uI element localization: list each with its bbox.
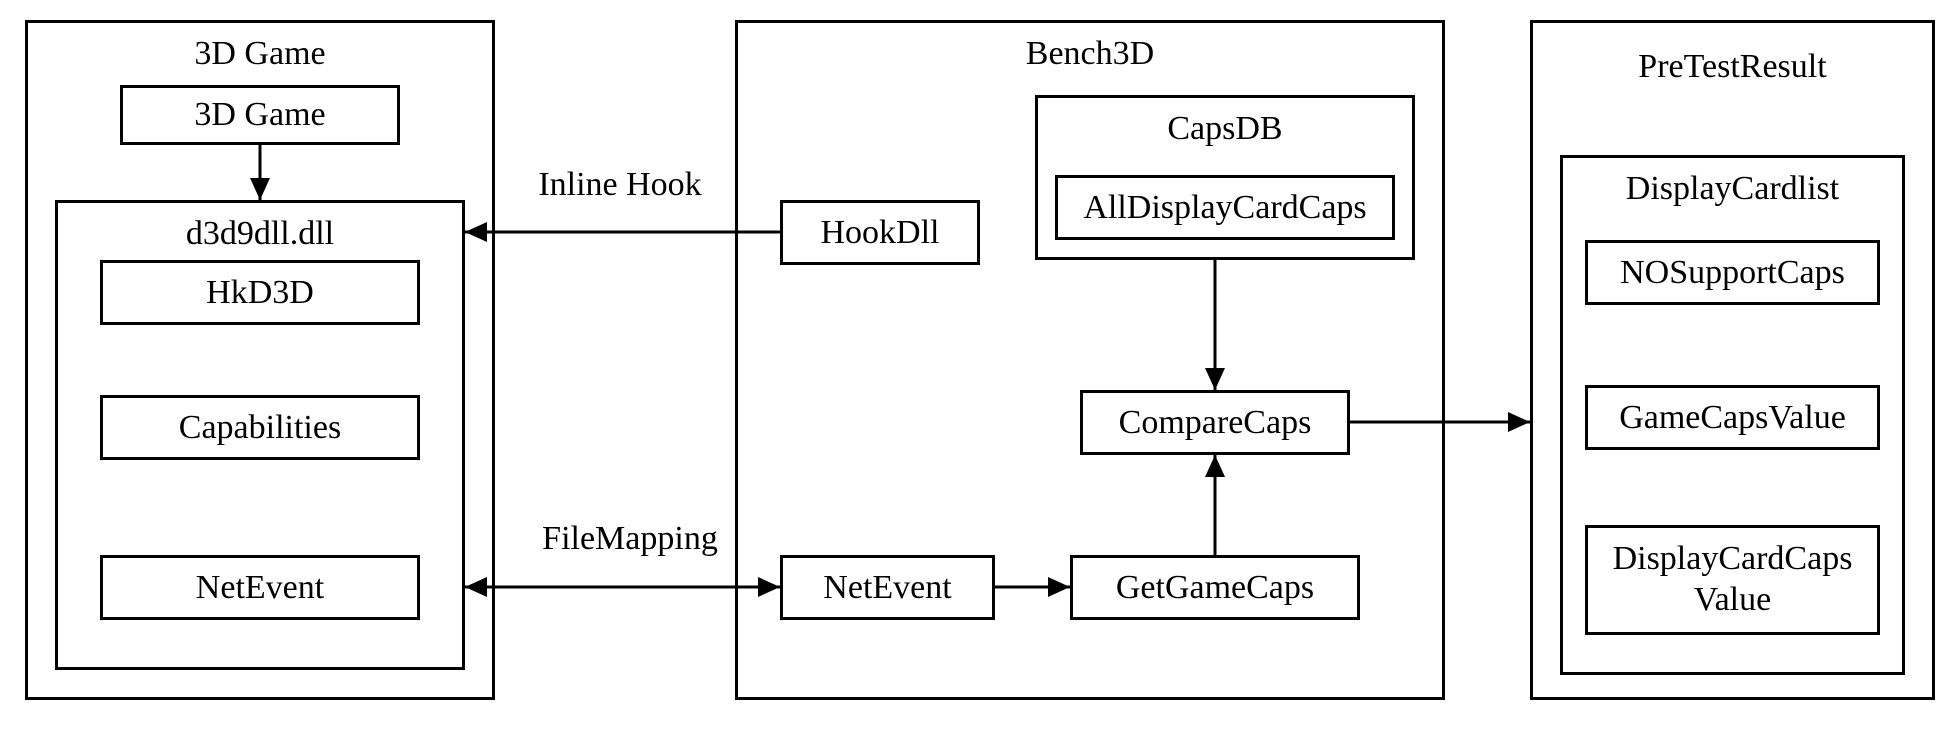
node-netevent-left: NetEvent xyxy=(100,555,420,620)
title-d3d9dll: d3d9dll.dll xyxy=(58,215,462,253)
node-gamecapsvalue: GameCapsValue xyxy=(1585,385,1880,450)
title-displaycardlist: DisplayCardlist xyxy=(1563,170,1902,208)
node-netevent-right: NetEvent xyxy=(780,555,995,620)
node-nosupportcaps: NOSupportCaps xyxy=(1585,240,1880,305)
node-3d-game: 3D Game xyxy=(120,85,400,145)
node-hkd3d: HkD3D xyxy=(100,260,420,325)
title-capsdb: CapsDB xyxy=(1038,110,1412,148)
node-comparecaps: CompareCaps xyxy=(1080,390,1350,455)
title-pretestresult: PreTestResult xyxy=(1533,48,1932,86)
node-capabilities: Capabilities xyxy=(100,395,420,460)
diagram-canvas: 3D Game 3D Game d3d9dll.dll HkD3D Capabi… xyxy=(0,0,1959,730)
title-bench3d: Bench3D xyxy=(738,35,1442,73)
node-displaycardcapsvalue: DisplayCardCaps Value xyxy=(1585,525,1880,635)
node-getgamecaps: GetGameCaps xyxy=(1070,555,1360,620)
edge-label-inline-hook: Inline Hook xyxy=(500,166,740,204)
title-3d-game: 3D Game xyxy=(28,35,492,73)
edge-label-filemapping: FileMapping xyxy=(500,520,760,558)
node-alldisplaycardcaps: AllDisplayCardCaps xyxy=(1055,175,1395,240)
node-hookdll: HookDll xyxy=(780,200,980,265)
